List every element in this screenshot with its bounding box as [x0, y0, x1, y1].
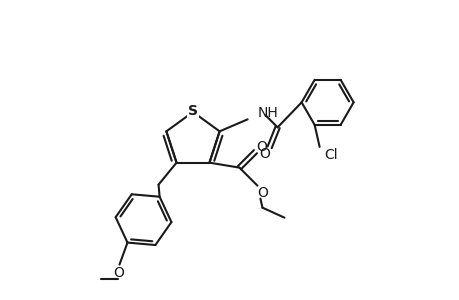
- Text: O: O: [113, 266, 123, 280]
- Text: Cl: Cl: [324, 148, 337, 162]
- Text: O: O: [258, 147, 269, 161]
- Text: NH: NH: [257, 106, 278, 120]
- Text: O: O: [257, 186, 267, 200]
- Text: O: O: [256, 140, 266, 154]
- Text: S: S: [188, 104, 197, 118]
